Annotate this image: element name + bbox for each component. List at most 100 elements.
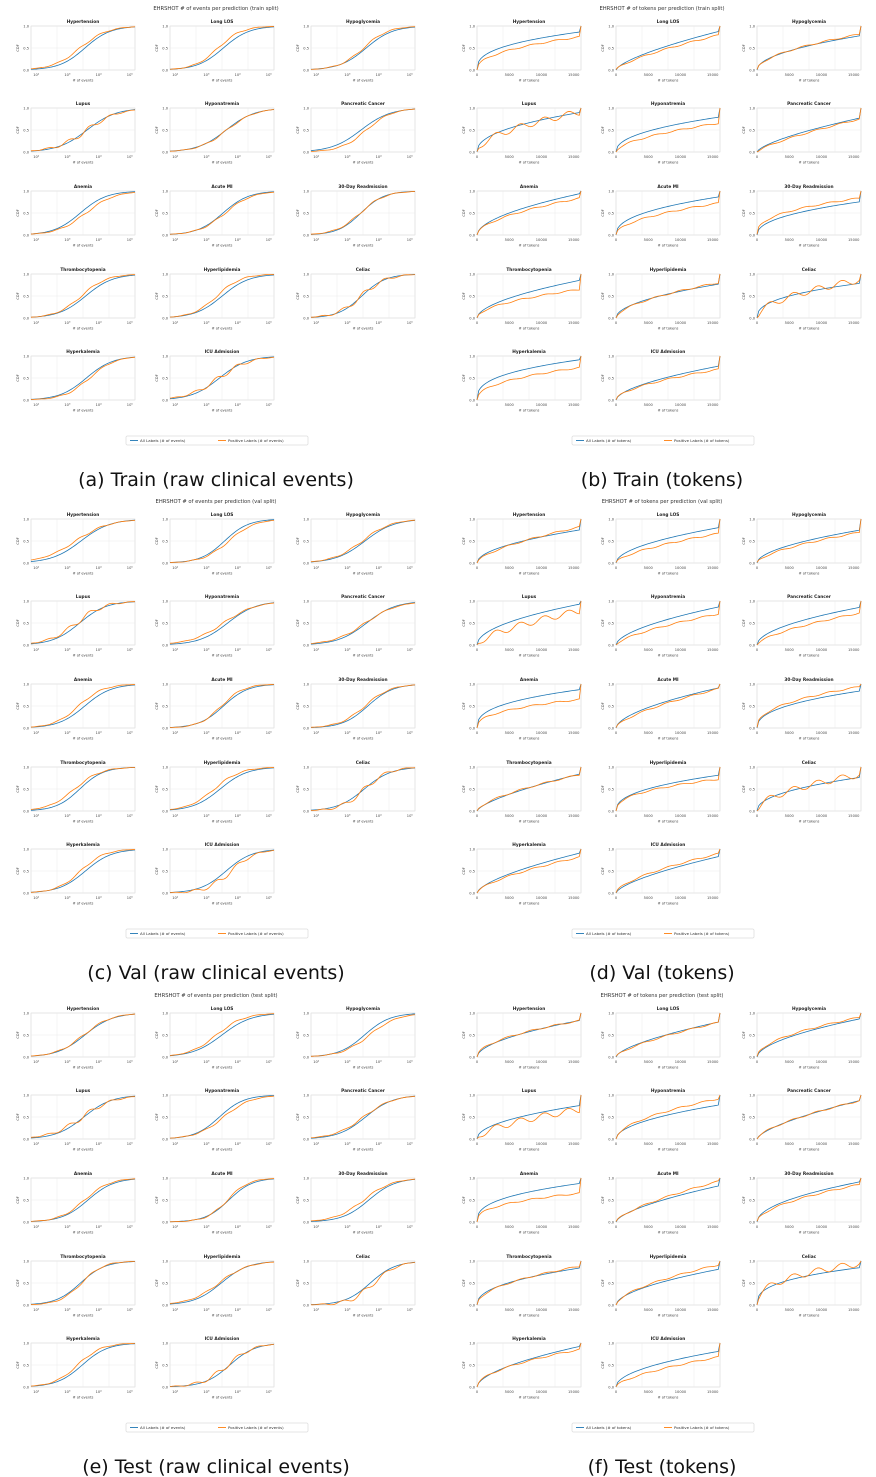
y-tick-label: 0.0 [608, 1137, 614, 1141]
x-tick-label: 10⁴ [235, 321, 242, 325]
panel-title: EHRSHOT # of events per prediction (test… [154, 993, 277, 999]
x-tick-label: 15000 [568, 155, 580, 159]
y-axis-label: CDF [155, 1031, 159, 1038]
y-tick-label: 0.0 [608, 233, 614, 237]
x-axis-label: # of tokens [519, 409, 540, 413]
x-tick-label: 10² [33, 403, 40, 407]
subplot-lupus: Lupus 0.0 0.5 1.0 CDF 0 5000 10000 15000 # of tok… [462, 594, 582, 658]
legend-label-all: All Labels (# of events) [140, 931, 186, 936]
y-tick-label: 1.0 [23, 847, 29, 851]
x-tick-label: 10000 [675, 73, 687, 77]
x-tick-label: 10⁴ [96, 814, 103, 818]
subplot-hypertension: Hypertension 0.0 0.5 1.0 CDF 10² 10³ 10⁴ 10⁵ # of… [16, 1006, 136, 1070]
y-axis-label: CDF [296, 702, 300, 709]
y-tick-label: 1.0 [469, 517, 475, 521]
x-axis-label: # of events [73, 654, 94, 658]
x-tick-label: 10² [313, 1142, 320, 1146]
x-axis-label: # of tokens [658, 327, 679, 331]
x-tick-label: 10⁵ [266, 73, 273, 77]
y-tick-label: 1.0 [749, 1259, 755, 1263]
x-tick-label: 10⁴ [376, 238, 383, 242]
series-line-positive-labels [169, 1178, 275, 1223]
y-tick-label: 1.0 [749, 765, 755, 769]
x-tick-label: 10³ [344, 566, 351, 570]
legend: All Labels (# of tokens) Positive Labels … [571, 435, 755, 446]
y-tick-label: 0.0 [749, 809, 755, 813]
subplot-title: Hyponatremia [651, 594, 685, 600]
subplot-title: Hyponatremia [205, 594, 239, 600]
x-tick-label: 10000 [536, 403, 548, 407]
y-tick-label: 0.0 [162, 1385, 168, 1389]
x-tick-label: 10⁴ [96, 238, 103, 242]
x-tick-label: 15000 [848, 73, 860, 77]
series-line-all-labels [169, 1013, 275, 1057]
x-axis-label: # of tokens [658, 409, 679, 413]
x-tick-label: 5000 [505, 1060, 515, 1064]
x-tick-label: 10⁴ [376, 155, 383, 159]
x-tick-label: 10³ [203, 814, 210, 818]
series-line-positive-labels [310, 602, 416, 644]
subplot-30-day-readmission: 30-Day Readmission 0.0 0.5 1.0 CDF 10² 10³ 10⁴ 1… [296, 184, 416, 248]
y-axis-label: CDF [296, 44, 300, 51]
y-tick-label: 0.5 [469, 46, 475, 50]
y-tick-label: 0.0 [749, 643, 755, 647]
x-tick-label: 10³ [64, 896, 71, 900]
x-axis-label: # of events [73, 902, 94, 906]
x-axis-label: # of tokens [519, 1314, 540, 1318]
y-tick-label: 0.5 [162, 1115, 168, 1119]
series-line-positive-labels [169, 274, 275, 318]
y-tick-label: 0.5 [23, 1033, 29, 1037]
x-axis-label: # of events [212, 327, 233, 331]
x-tick-label: 5000 [785, 566, 795, 570]
y-tick-label: 1.0 [469, 24, 475, 28]
y-tick-label: 0.5 [608, 621, 614, 625]
x-tick-label: 5000 [505, 321, 515, 325]
y-tick-label: 0.5 [162, 1363, 168, 1367]
y-tick-label: 1.0 [23, 189, 29, 193]
y-tick-label: 1.0 [303, 682, 309, 686]
series-line-positive-labels [30, 684, 136, 728]
y-tick-label: 0.5 [23, 539, 29, 543]
subplot-acute-mi: Acute MI 0.0 0.5 1.0 CDF 10² 10³ 10⁴ 10⁵ # of eve… [155, 184, 275, 248]
y-tick-label: 1.0 [162, 1341, 168, 1345]
y-tick-label: 0.5 [162, 46, 168, 50]
x-tick-label: 10000 [536, 731, 548, 735]
y-tick-label: 1.0 [608, 1176, 614, 1180]
x-tick-label: 10⁴ [235, 566, 242, 570]
subplot-hyponatremia: Hyponatremia 0.0 0.5 1.0 CDF 10² 10³ 10⁴ 10⁵ # of… [155, 101, 275, 165]
panel-title: EHRSHOT # of tokens per prediction (trai… [599, 6, 724, 12]
y-tick-label: 1.0 [303, 106, 309, 110]
x-axis-label: # of events [353, 79, 374, 83]
subplot-title: Hyperkalemia [512, 842, 546, 848]
x-tick-label: 0 [756, 155, 759, 159]
series-line-all-labels [756, 518, 862, 564]
series-line-positive-labels [30, 1260, 136, 1305]
subplot-lupus: Lupus 0.0 0.5 1.0 CDF 0 5000 10000 15000 # of tok… [462, 1088, 582, 1152]
x-tick-label: 10⁵ [407, 814, 414, 818]
x-axis-label: # of tokens [519, 161, 540, 165]
y-tick-label: 0.5 [608, 376, 614, 380]
y-tick-label: 1.0 [162, 1093, 168, 1097]
series-line-all-labels [169, 274, 275, 318]
x-axis-label: # of tokens [658, 1314, 679, 1318]
subplot-hyponatremia: Hyponatremia 0.0 0.5 1.0 CDF 0 5000 10000 15000 #… [601, 1088, 721, 1152]
x-tick-label: 10⁵ [407, 321, 414, 325]
y-tick-label: 0.5 [303, 46, 309, 50]
legend-label-all: All Labels (# of tokens) [586, 438, 632, 443]
y-tick-label: 1.0 [162, 682, 168, 686]
x-tick-label: 10³ [64, 1390, 71, 1394]
subplot-title: Hyperkalemia [512, 349, 546, 355]
y-tick-label: 1.0 [608, 272, 614, 276]
subplot-icu-admission: ICU Admission 0.0 0.5 1.0 CDF 0 5000 10000 15000… [601, 349, 721, 413]
y-axis-label: CDF [155, 374, 159, 381]
y-axis-label: CDF [16, 702, 20, 709]
y-tick-label: 0.5 [303, 621, 309, 625]
y-tick-label: 1.0 [608, 682, 614, 686]
y-tick-label: 1.0 [749, 24, 755, 28]
subplot-title: Long LOS [657, 1006, 680, 1012]
legend-label-all: All Labels (# of events) [140, 1425, 186, 1430]
x-tick-label: 0 [476, 896, 479, 900]
series-line-all-labels [756, 273, 862, 319]
y-axis-label: CDF [296, 292, 300, 299]
subplot-celiac: Celiac 0.0 0.5 1.0 CDF 10² 10³ 10⁴ 10⁵ # of event… [296, 267, 416, 331]
